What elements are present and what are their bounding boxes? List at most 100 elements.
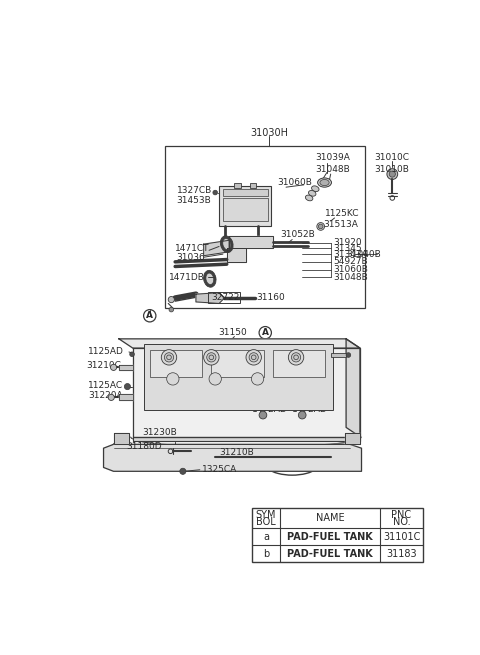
Text: 31052B: 31052B (281, 231, 315, 240)
Circle shape (207, 353, 216, 362)
Text: a: a (263, 532, 269, 542)
Polygon shape (133, 348, 360, 437)
Text: SYM: SYM (256, 510, 276, 520)
Text: 1327CB: 1327CB (177, 186, 212, 195)
Text: 31030H: 31030H (250, 128, 288, 138)
Circle shape (161, 350, 177, 365)
Text: NO.: NO. (393, 517, 410, 527)
Bar (150, 350, 202, 377)
Ellipse shape (223, 238, 231, 250)
Bar (252, 508, 423, 562)
Text: 1125KC: 1125KC (325, 209, 360, 218)
Circle shape (164, 353, 174, 362)
Text: 31230B: 31230B (142, 428, 177, 438)
Text: 1471CT: 1471CT (175, 244, 210, 252)
Circle shape (389, 171, 396, 177)
Text: 31048B: 31048B (333, 272, 368, 282)
Circle shape (124, 384, 131, 390)
Text: 31220A: 31220A (88, 391, 123, 400)
Polygon shape (345, 433, 360, 444)
Text: PAD-FUEL TANK: PAD-FUEL TANK (287, 532, 373, 542)
Text: A: A (262, 328, 269, 337)
Polygon shape (119, 365, 133, 369)
Text: 31210B: 31210B (219, 447, 254, 457)
Bar (211, 350, 264, 377)
Circle shape (204, 350, 219, 365)
Ellipse shape (305, 195, 313, 201)
Polygon shape (229, 236, 273, 248)
Circle shape (246, 350, 262, 365)
Text: 1471DB: 1471DB (169, 272, 205, 282)
Circle shape (168, 297, 174, 303)
Bar (234, 183, 240, 188)
Circle shape (249, 353, 258, 362)
Polygon shape (104, 444, 361, 472)
Bar (223, 189, 267, 196)
Ellipse shape (312, 186, 319, 191)
Text: 1472AD: 1472AD (252, 405, 288, 414)
Circle shape (180, 468, 186, 474)
Text: 31010B: 31010B (374, 165, 409, 174)
Circle shape (346, 353, 351, 358)
Polygon shape (119, 394, 133, 400)
Circle shape (259, 411, 267, 419)
Ellipse shape (204, 271, 216, 287)
Polygon shape (114, 433, 129, 444)
Text: 31048B: 31048B (315, 165, 350, 174)
Polygon shape (204, 240, 229, 255)
Text: 31343A: 31343A (333, 250, 368, 259)
Polygon shape (119, 339, 360, 348)
Bar (250, 183, 256, 188)
Bar (331, 354, 346, 358)
Text: 31186B: 31186B (292, 347, 327, 356)
Circle shape (252, 373, 264, 385)
Text: 31060B: 31060B (333, 265, 368, 274)
Bar (165, 146, 365, 308)
Ellipse shape (220, 236, 233, 252)
Circle shape (291, 353, 300, 362)
Text: 1125AD: 1125AD (88, 347, 124, 356)
Bar (144, 345, 333, 409)
Text: 54927B: 54927B (333, 257, 368, 267)
Text: 1472AD: 1472AD (292, 405, 328, 414)
Text: b: b (263, 549, 269, 559)
Text: 31101C: 31101C (383, 532, 420, 542)
Circle shape (110, 364, 117, 371)
Text: 31453B: 31453B (177, 196, 212, 205)
Polygon shape (346, 339, 360, 437)
Text: 1125AC: 1125AC (88, 381, 123, 390)
Circle shape (317, 223, 324, 231)
Text: 31160: 31160 (256, 293, 285, 302)
Circle shape (318, 224, 323, 229)
Text: 31180D: 31180D (127, 442, 162, 451)
Text: 31150: 31150 (218, 328, 247, 337)
Text: PNC: PNC (392, 510, 412, 520)
Text: 31920: 31920 (333, 238, 361, 247)
Ellipse shape (320, 179, 329, 185)
Circle shape (299, 411, 306, 419)
Text: 31040B: 31040B (346, 250, 381, 259)
Text: BOL: BOL (256, 517, 276, 527)
Circle shape (130, 352, 134, 356)
Bar (207, 292, 240, 303)
Circle shape (213, 190, 217, 195)
Polygon shape (227, 248, 246, 262)
Text: 31183: 31183 (386, 549, 417, 559)
Polygon shape (196, 293, 225, 303)
Text: 32722: 32722 (211, 293, 240, 302)
Polygon shape (133, 437, 360, 441)
Text: 31039A: 31039A (315, 153, 350, 162)
Bar (223, 198, 267, 221)
Text: 1325CA: 1325CA (202, 465, 237, 474)
Bar (219, 187, 271, 227)
Ellipse shape (318, 178, 332, 187)
Text: 31513A: 31513A (323, 220, 358, 229)
Text: NAME: NAME (316, 514, 344, 523)
Text: 31345: 31345 (333, 244, 361, 252)
Circle shape (167, 373, 179, 385)
Text: 31010C: 31010C (374, 153, 409, 162)
Text: PAD-FUEL TANK: PAD-FUEL TANK (287, 549, 373, 559)
Circle shape (169, 307, 174, 312)
Ellipse shape (206, 273, 214, 284)
Circle shape (288, 350, 304, 365)
